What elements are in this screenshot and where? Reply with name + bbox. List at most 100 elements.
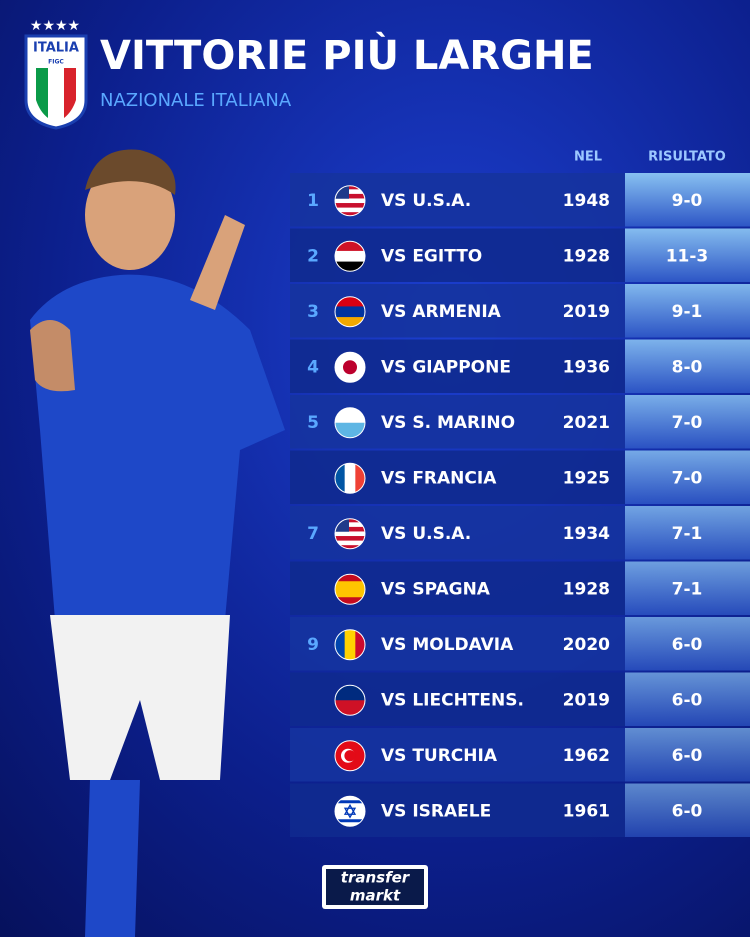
result: 7-0: [672, 468, 703, 488]
flag-outline: [334, 185, 366, 217]
rank: 3: [307, 302, 319, 322]
result-cell: [625, 395, 750, 449]
table-row: 5 VS S. MARINO 2021 7-0: [290, 395, 750, 449]
year: 1962: [563, 746, 610, 766]
flag-part: [335, 212, 365, 216]
table-row: 9 VS MOLDAVIA 2020 6-0: [290, 617, 750, 671]
flag-part: [355, 463, 365, 494]
badge-text: ITALIA: [33, 41, 79, 56]
flag: [335, 574, 365, 605]
year: 1928: [563, 579, 610, 599]
opponent: VS FRANCIA: [381, 468, 497, 488]
year: 2019: [563, 302, 610, 322]
result: 7-0: [672, 413, 703, 433]
player-photo: [30, 149, 285, 937]
flag: [335, 407, 365, 438]
flag-part: [335, 526, 365, 532]
flag-outline: [334, 740, 366, 772]
flag-part: [343, 360, 357, 375]
rank: 2: [307, 246, 319, 266]
flag-part: [355, 629, 365, 660]
title: VITTORIE PIÙ LARGHE: [100, 31, 594, 79]
logo-text: transfer: [341, 869, 411, 887]
result-cell: [625, 672, 750, 726]
subtitle: NAZIONALE ITALIANA: [100, 90, 292, 111]
flag-outline: [334, 684, 366, 716]
flag-part: [335, 203, 365, 209]
table-row: 4 VS GIAPPONE 1936 8-0: [290, 339, 750, 393]
flag-part: [335, 189, 365, 195]
flag-part: [335, 407, 365, 424]
table-row: VS ISRAELE 1961 6-0: [290, 783, 750, 837]
flag: [335, 463, 365, 494]
flag: [335, 352, 365, 383]
result-cell: [625, 173, 750, 227]
year: 1961: [563, 801, 610, 821]
flag-part: [335, 296, 365, 307]
year: 1936: [563, 357, 610, 377]
flag: [335, 685, 365, 716]
table-row: VS TURCHIA 1962 6-0: [290, 728, 750, 782]
flag-part: [344, 463, 356, 494]
svg-text:★★★★: ★★★★: [30, 18, 80, 34]
flag-part: [335, 185, 365, 190]
year: 1928: [563, 246, 610, 266]
flag-part: [335, 207, 365, 213]
flag-outline: [334, 240, 366, 272]
result: 7-1: [672, 524, 703, 544]
flag-part: [335, 545, 365, 549]
result: 6-0: [672, 801, 703, 821]
opponent: VS GIAPPONE: [381, 357, 511, 377]
result-cell: [625, 561, 750, 615]
column-header: NEL: [574, 150, 602, 165]
opponent: VS S. MARINO: [381, 413, 515, 433]
flag: [335, 296, 365, 327]
result: 6-0: [672, 690, 703, 710]
result-cell: [625, 450, 750, 504]
footer-logo: transfer markt: [322, 865, 428, 909]
result-cell: [625, 339, 750, 393]
opponent: VS ISRAELE: [381, 801, 491, 821]
badge: ★★★★ ITALIA FIGC: [24, 18, 88, 130]
flag-part: [335, 800, 365, 804]
result: 6-0: [672, 635, 703, 655]
flag-part: [335, 250, 365, 263]
flag-part: [335, 317, 365, 327]
year: 2019: [563, 690, 610, 710]
flag-outline: [334, 795, 366, 827]
result-cell: [625, 284, 750, 338]
year: 1925: [563, 468, 610, 488]
result: 8-0: [672, 357, 703, 377]
flag-part: [335, 540, 365, 546]
flag-part: [335, 193, 365, 199]
opponent: VS SPAGNA: [381, 579, 491, 599]
table-row: VS LIECHTENS. 2019 6-0: [290, 672, 750, 726]
flag-part: [335, 241, 365, 252]
result: 9-0: [672, 191, 703, 211]
flag-part: [344, 750, 356, 762]
table: 1 VS U.S.A. 1948 9-0 2 VS EGITTO 1928 11-3 3 VS A…: [290, 173, 750, 837]
flag: [335, 518, 365, 549]
year: 2021: [563, 413, 610, 433]
flag-part: [335, 700, 365, 716]
opponent: VS ARMENIA: [381, 302, 502, 322]
table-row: VS SPAGNA 1928 7-1: [290, 561, 750, 615]
flag-part: [335, 306, 365, 318]
flag-outline: [334, 629, 366, 661]
flag-part: [335, 536, 365, 542]
flag-part: [335, 819, 365, 823]
rank: 5: [307, 413, 319, 433]
table-row: 1 VS U.S.A. 1948 9-0: [290, 173, 750, 227]
flag-part: [335, 581, 365, 598]
table-row: 3 VS ARMENIA 2019 9-1: [290, 284, 750, 338]
flag-outline: [334, 296, 366, 328]
flag-part: [335, 261, 365, 272]
result: 9-1: [672, 302, 703, 322]
flag-part: [335, 629, 346, 660]
result-cell: [625, 506, 750, 560]
flag-outline: [334, 407, 366, 439]
flag: [335, 629, 365, 660]
result-cell: [625, 728, 750, 782]
flag-part: [344, 629, 356, 660]
